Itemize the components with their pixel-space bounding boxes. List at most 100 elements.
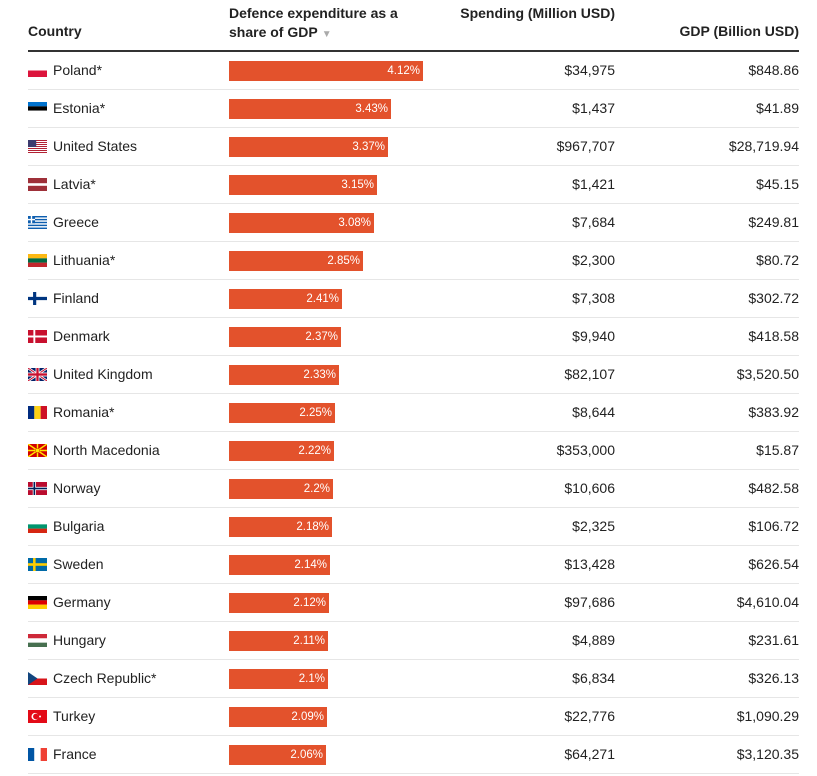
- gdp-value: $80.72: [756, 252, 799, 268]
- country-name: United States: [53, 138, 138, 154]
- share-bar: 2.12%: [229, 593, 329, 613]
- gdp-value: $3,520.50: [736, 366, 799, 382]
- united-kingdom-flag-icon: [28, 368, 47, 381]
- spending-value: $10,606: [564, 480, 615, 496]
- table-body: Poland* 4.12% $34,975 $848.86 Estonia* 3.43% $…: [28, 52, 799, 774]
- column-header-share[interactable]: Defence expenditure as a share of GDP ▼: [229, 4, 429, 44]
- country-name: France: [53, 746, 97, 762]
- share-bar: 2.25%: [229, 403, 335, 423]
- country-name: Czech Republic*: [53, 670, 157, 686]
- country-name: Poland*: [53, 62, 103, 78]
- table-row: Lithuania* 2.85% $2,300 $80.72: [28, 242, 799, 280]
- share-bar: 2.22%: [229, 441, 334, 461]
- gdp-value: $848.86: [748, 62, 799, 78]
- defence-table: Country Defence expenditure as a share o…: [28, 0, 799, 774]
- gdp-value: $28,719.94: [728, 138, 799, 154]
- spending-value: $64,271: [564, 746, 615, 762]
- share-bar: 2.14%: [229, 555, 330, 575]
- spending-value: $9,940: [572, 328, 615, 344]
- share-bar: 3.43%: [229, 99, 391, 119]
- share-bar-label: 2.18%: [296, 521, 329, 533]
- country-name: North Macedonia: [53, 442, 160, 458]
- table-row: Turkey 2.09% $22,776 $1,090.29: [28, 698, 799, 736]
- table-header: Country Defence expenditure as a share o…: [28, 0, 799, 52]
- spending-value: $82,107: [564, 366, 615, 382]
- share-bar: 2.37%: [229, 327, 341, 347]
- gdp-value: $106.72: [748, 518, 799, 534]
- spending-value: $22,776: [564, 708, 615, 724]
- share-bar-label: 2.25%: [299, 407, 332, 419]
- spending-value: $13,428: [564, 556, 615, 572]
- share-bar-label: 2.37%: [305, 331, 338, 343]
- share-bar: 2.06%: [229, 745, 326, 765]
- table-row: Finland 2.41% $7,308 $302.72: [28, 280, 799, 318]
- greece-flag-icon: [28, 216, 47, 229]
- gdp-value: $45.15: [756, 176, 799, 192]
- table-row: North Macedonia 2.22% $353,000 $15.87: [28, 432, 799, 470]
- country-name: Latvia*: [53, 176, 96, 192]
- share-bar: 2.33%: [229, 365, 339, 385]
- share-bar-label: 2.2%: [303, 483, 330, 495]
- spending-value: $1,421: [572, 176, 615, 192]
- table-row: United Kingdom 2.33% $82,107 $3,520.50: [28, 356, 799, 394]
- gdp-value: $231.61: [748, 632, 799, 648]
- table-row: Germany 2.12% $97,686 $4,610.04: [28, 584, 799, 622]
- share-bar-label: 2.12%: [293, 597, 326, 609]
- sort-descending-icon[interactable]: ▼: [321, 29, 332, 40]
- hungary-flag-icon: [28, 634, 47, 647]
- country-name: Turkey: [53, 708, 96, 724]
- latvia-flag-icon: [28, 178, 47, 191]
- share-bar-label: 2.14%: [294, 559, 327, 571]
- share-bar: 2.41%: [229, 289, 342, 309]
- share-bar-label: 3.37%: [352, 141, 385, 153]
- share-bar: 3.15%: [229, 175, 377, 195]
- gdp-value: $418.58: [748, 328, 799, 344]
- spending-value: $967,707: [556, 138, 615, 154]
- spending-value: $7,308: [572, 290, 615, 306]
- table-row: Estonia* 3.43% $1,437 $41.89: [28, 90, 799, 128]
- spending-value: $34,975: [564, 62, 615, 78]
- table-row: Czech Republic* 2.1% $6,834 $326.13: [28, 660, 799, 698]
- gdp-value: $3,120.35: [736, 746, 799, 762]
- country-name: Norway: [53, 480, 101, 496]
- column-header-spending[interactable]: Spending (Million USD): [460, 5, 615, 21]
- estonia-flag-icon: [28, 102, 47, 115]
- table-row: Norway 2.2% $10,606 $482.58: [28, 470, 799, 508]
- denmark-flag-icon: [28, 330, 47, 343]
- france-flag-icon: [28, 748, 47, 761]
- gdp-value: $626.54: [748, 556, 799, 572]
- share-bar-label: 2.11%: [293, 635, 325, 647]
- country-name: United Kingdom: [53, 366, 153, 382]
- gdp-value: $383.92: [748, 404, 799, 420]
- share-bar-label: 2.41%: [306, 293, 339, 305]
- lithuania-flag-icon: [28, 254, 47, 267]
- country-name: Bulgaria: [53, 518, 105, 534]
- spending-value: $1,437: [572, 100, 615, 116]
- share-bar: 2.11%: [229, 631, 328, 651]
- table-row: Latvia* 3.15% $1,421 $45.15: [28, 166, 799, 204]
- table-row: United States 3.37% $967,707 $28,719.94: [28, 128, 799, 166]
- share-bar: 4.12%: [229, 61, 423, 81]
- share-bar-label: 2.85%: [327, 255, 360, 267]
- share-bar-label: 3.08%: [338, 217, 371, 229]
- gdp-value: $302.72: [748, 290, 799, 306]
- spending-value: $8,644: [572, 404, 615, 420]
- country-name: Estonia*: [53, 100, 106, 116]
- country-name: Lithuania*: [53, 252, 116, 268]
- turkey-flag-icon: [28, 710, 47, 723]
- country-name: Germany: [53, 594, 111, 610]
- share-bar: 3.08%: [229, 213, 374, 233]
- column-header-gdp[interactable]: GDP (Billion USD): [679, 23, 799, 39]
- share-bar: 3.37%: [229, 137, 388, 157]
- spending-value: $6,834: [572, 670, 615, 686]
- bulgaria-flag-icon: [28, 520, 47, 533]
- column-header-country[interactable]: Country: [28, 23, 82, 39]
- country-name: Hungary: [53, 632, 106, 648]
- share-bar-label: 3.43%: [355, 103, 388, 115]
- spending-value: $4,889: [572, 632, 615, 648]
- country-name: Romania*: [53, 404, 115, 420]
- share-bar-label: 2.33%: [303, 369, 336, 381]
- poland-flag-icon: [28, 64, 47, 77]
- table-row: Hungary 2.11% $4,889 $231.61: [28, 622, 799, 660]
- sweden-flag-icon: [28, 558, 47, 571]
